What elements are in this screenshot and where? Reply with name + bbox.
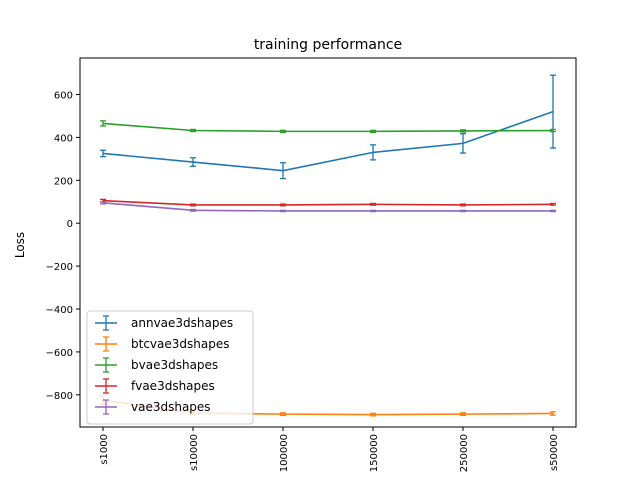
series-line [102,110,554,172]
x-tick-label: 150000 [369,434,380,472]
y-tick-label: 600 [54,90,73,101]
y-tick-label: −200 [46,262,73,273]
legend-label: vae3dshapes [131,400,211,414]
legend: annvae3dshapes btcvae3dshapes bvae3dshapes… [86,310,254,425]
y-tick-label: −600 [46,348,73,359]
legend-item-bvae3dshapes: bvae3dshapes [95,357,218,373]
series-line [102,122,554,133]
legend-label: fvae3dshapes [131,379,215,393]
legend-item-vae3dshapes: vae3dshapes [95,399,211,415]
y-tick-label: 400 [54,133,73,144]
plot-frame [79,57,577,428]
legend-item-annvae3dshapes: annvae3dshapes [95,315,233,331]
legend-label: bvae3dshapes [131,358,218,372]
y-axis-label: Loss [13,232,27,258]
y-tick-label: 0 [67,219,73,230]
x-tick-label: s50000 [549,434,560,471]
legend-item-fvae3dshapes: fvae3dshapes [95,378,215,394]
x-tick-label: s1000 [99,434,110,465]
series-annvae3dshapes [100,74,556,180]
legend-label: btcvae3dshapes [131,337,229,351]
y-tick-label: 200 [54,176,73,187]
series-line [102,202,553,212]
legend-item-btcvae3dshapes: btcvae3dshapes [95,336,229,352]
series-bvae3dshapes [100,120,556,134]
series-vae3dshapes [100,201,556,213]
chart-title: training performance [254,37,402,53]
legend-label: annvae3dshapes [131,316,233,330]
x-tick-label: 100000 [279,434,290,472]
series-line [102,199,554,206]
legend-box [86,310,254,425]
y-axis: −800 −600 −400 −200 0 200 400 600 [46,90,80,402]
series-fvae3dshapes [100,198,556,207]
y-tick-label: −800 [46,391,73,402]
x-tick-label: s10000 [189,434,200,471]
y-tick-label: −400 [46,305,73,316]
x-axis: s1000 s10000 100000 150000 250000 s50000 [99,427,560,472]
x-tick-label: 250000 [459,434,470,472]
